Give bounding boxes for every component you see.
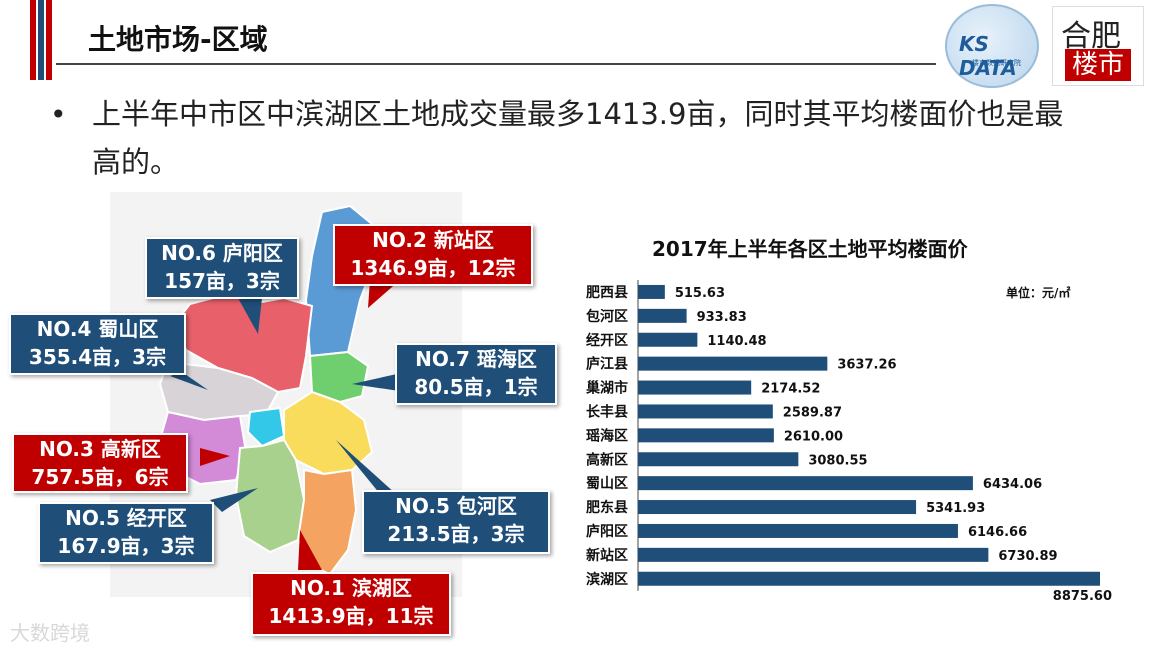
callout-binhu-detail: 1413.9亩，11宗 — [268, 604, 434, 628]
summary-text: 上半年中市区中滨湖区土地成交量最多1413.9亩，同时其平均楼面价也是最高的。 — [92, 97, 1064, 179]
value-label: 2610.00 — [784, 429, 843, 444]
category-label: 庐江县 — [586, 356, 628, 373]
pointer-yaohai — [352, 372, 406, 392]
hefei-logo-top: 合肥 — [1061, 19, 1121, 54]
callout-baohe-rank: NO.5 包河区 — [395, 494, 517, 518]
value-label: 2589.87 — [783, 405, 842, 420]
ks-data-logo-subtext: 楼市数据研究院 — [972, 59, 1021, 67]
callout-jingkai-rank: NO.5 经开区 — [65, 506, 187, 530]
ks-data-logo-text: KS DATA — [959, 32, 1017, 80]
value-label: 8875.60 — [1053, 589, 1112, 604]
value-label: 3637.26 — [837, 358, 896, 373]
hefei-loushi-logo: 合肥 楼市 — [1052, 6, 1144, 86]
bar — [638, 547, 989, 562]
bar — [638, 428, 774, 443]
callout-yaohai: NO.7 瑶海区 80.5亩，1宗 — [395, 343, 557, 405]
callout-binhu-rank: NO.1 滨湖区 — [290, 576, 412, 600]
category-label: 巢湖市 — [585, 380, 628, 397]
callout-shushan-rank: NO.4 蜀山区 — [36, 317, 159, 341]
value-label: 515.63 — [675, 286, 725, 301]
callout-xinzhan-rank: NO.2 新站区 — [372, 228, 494, 252]
bar — [638, 308, 687, 323]
callout-shushan-detail: 355.4亩，3宗 — [28, 345, 167, 369]
bar — [638, 404, 773, 419]
callout-xinzhan-detail: 1346.9亩，12宗 — [350, 256, 516, 280]
map-region-luyang — [174, 290, 314, 394]
category-label: 高新区 — [586, 451, 628, 468]
callout-yaohai-rank: NO.7 瑶海区 — [415, 347, 537, 371]
bar — [638, 452, 799, 467]
bar — [638, 523, 958, 538]
callout-jingkai-detail: 167.9亩，3宗 — [57, 534, 195, 558]
decor-stripe-red-2 — [46, 0, 52, 80]
decor-stripe-blue — [38, 0, 44, 80]
callout-baohe: NO.5 包河区 213.5亩，3宗 — [362, 490, 550, 554]
category-label: 包河区 — [586, 308, 628, 325]
callout-baohe-detail: 213.5亩，3宗 — [387, 522, 525, 546]
pointer-binhu — [298, 530, 322, 570]
callout-gaoxin-rank: NO.3 高新区 — [39, 437, 161, 461]
pointer-baohe — [336, 440, 396, 494]
category-label: 新站区 — [586, 547, 628, 564]
callout-yaohai-detail: 80.5亩，1宗 — [414, 375, 538, 399]
category-label: 经开区 — [586, 332, 628, 349]
pointer-xinzhan — [368, 280, 400, 308]
callout-gaoxin: NO.3 高新区 757.5亩，6宗 — [12, 433, 188, 493]
value-label: 6146.66 — [968, 525, 1027, 540]
bar — [638, 571, 1100, 586]
bar-chart: 肥西县 515.63 包河区 933.83 经开区 1140.48 庐江县 3637.26 巢湖… — [585, 280, 1112, 604]
category-label: 滨湖区 — [586, 571, 628, 588]
watermark-text: 大数跨境 — [10, 621, 90, 645]
page-title: 土地市场-区域 — [88, 23, 268, 56]
decor-stripe-red — [30, 0, 36, 80]
pointer-gaoxin — [200, 448, 230, 466]
category-label: 庐阳区 — [586, 523, 628, 540]
value-label: 3080.55 — [808, 453, 867, 468]
value-label: 6730.89 — [998, 549, 1057, 564]
callout-xinzhan: NO.2 新站区 1346.9亩，12宗 — [333, 224, 533, 286]
ks-data-logo: KS DATA 楼市数据研究院 — [945, 4, 1039, 88]
callout-luyang: NO.6 庐阳区 157亩，3宗 — [145, 237, 299, 299]
category-label: 肥西县 — [586, 285, 628, 301]
bar — [638, 476, 973, 491]
bullet-marker: • — [50, 98, 67, 131]
pointer-jingkai — [210, 488, 258, 512]
callout-binhu: NO.1 滨湖区 1413.9亩，11宗 — [251, 572, 451, 636]
map-region-center — [246, 406, 286, 448]
hefei-logo-bottom: 楼市 — [1065, 49, 1131, 81]
category-label: 长丰县 — [586, 403, 628, 420]
callout-gaoxin-detail: 757.5亩，6宗 — [31, 465, 169, 489]
map-region-binhu — [296, 468, 358, 576]
title-divider — [56, 63, 936, 65]
value-label: 5341.93 — [926, 501, 985, 516]
category-label: 瑶海区 — [586, 427, 628, 444]
bar — [638, 284, 665, 299]
map-region-jingkai — [234, 438, 306, 554]
pointer-luyang — [238, 298, 262, 334]
value-label: 6434.06 — [983, 477, 1042, 492]
bar — [638, 500, 917, 515]
pointer-shushan — [170, 372, 208, 390]
callout-luyang-rank: NO.6 庐阳区 — [161, 241, 283, 265]
chart-title: 2017年上半年各区土地平均楼面价 — [652, 237, 968, 261]
value-label: 1140.48 — [707, 334, 766, 349]
chart-unit-label: 单位：元/㎡ — [1006, 286, 1071, 300]
callout-shushan: NO.4 蜀山区 355.4亩，3宗 — [9, 313, 186, 375]
bar — [638, 332, 698, 347]
category-label: 蜀山区 — [586, 476, 628, 492]
bar — [638, 380, 752, 395]
callout-luyang-detail: 157亩，3宗 — [164, 269, 280, 293]
callout-jingkai: NO.5 经开区 167.9亩，3宗 — [38, 502, 214, 564]
bar — [638, 356, 828, 371]
category-label: 肥东县 — [586, 499, 628, 516]
value-label: 2174.52 — [761, 382, 820, 397]
value-label: 933.83 — [697, 310, 747, 325]
